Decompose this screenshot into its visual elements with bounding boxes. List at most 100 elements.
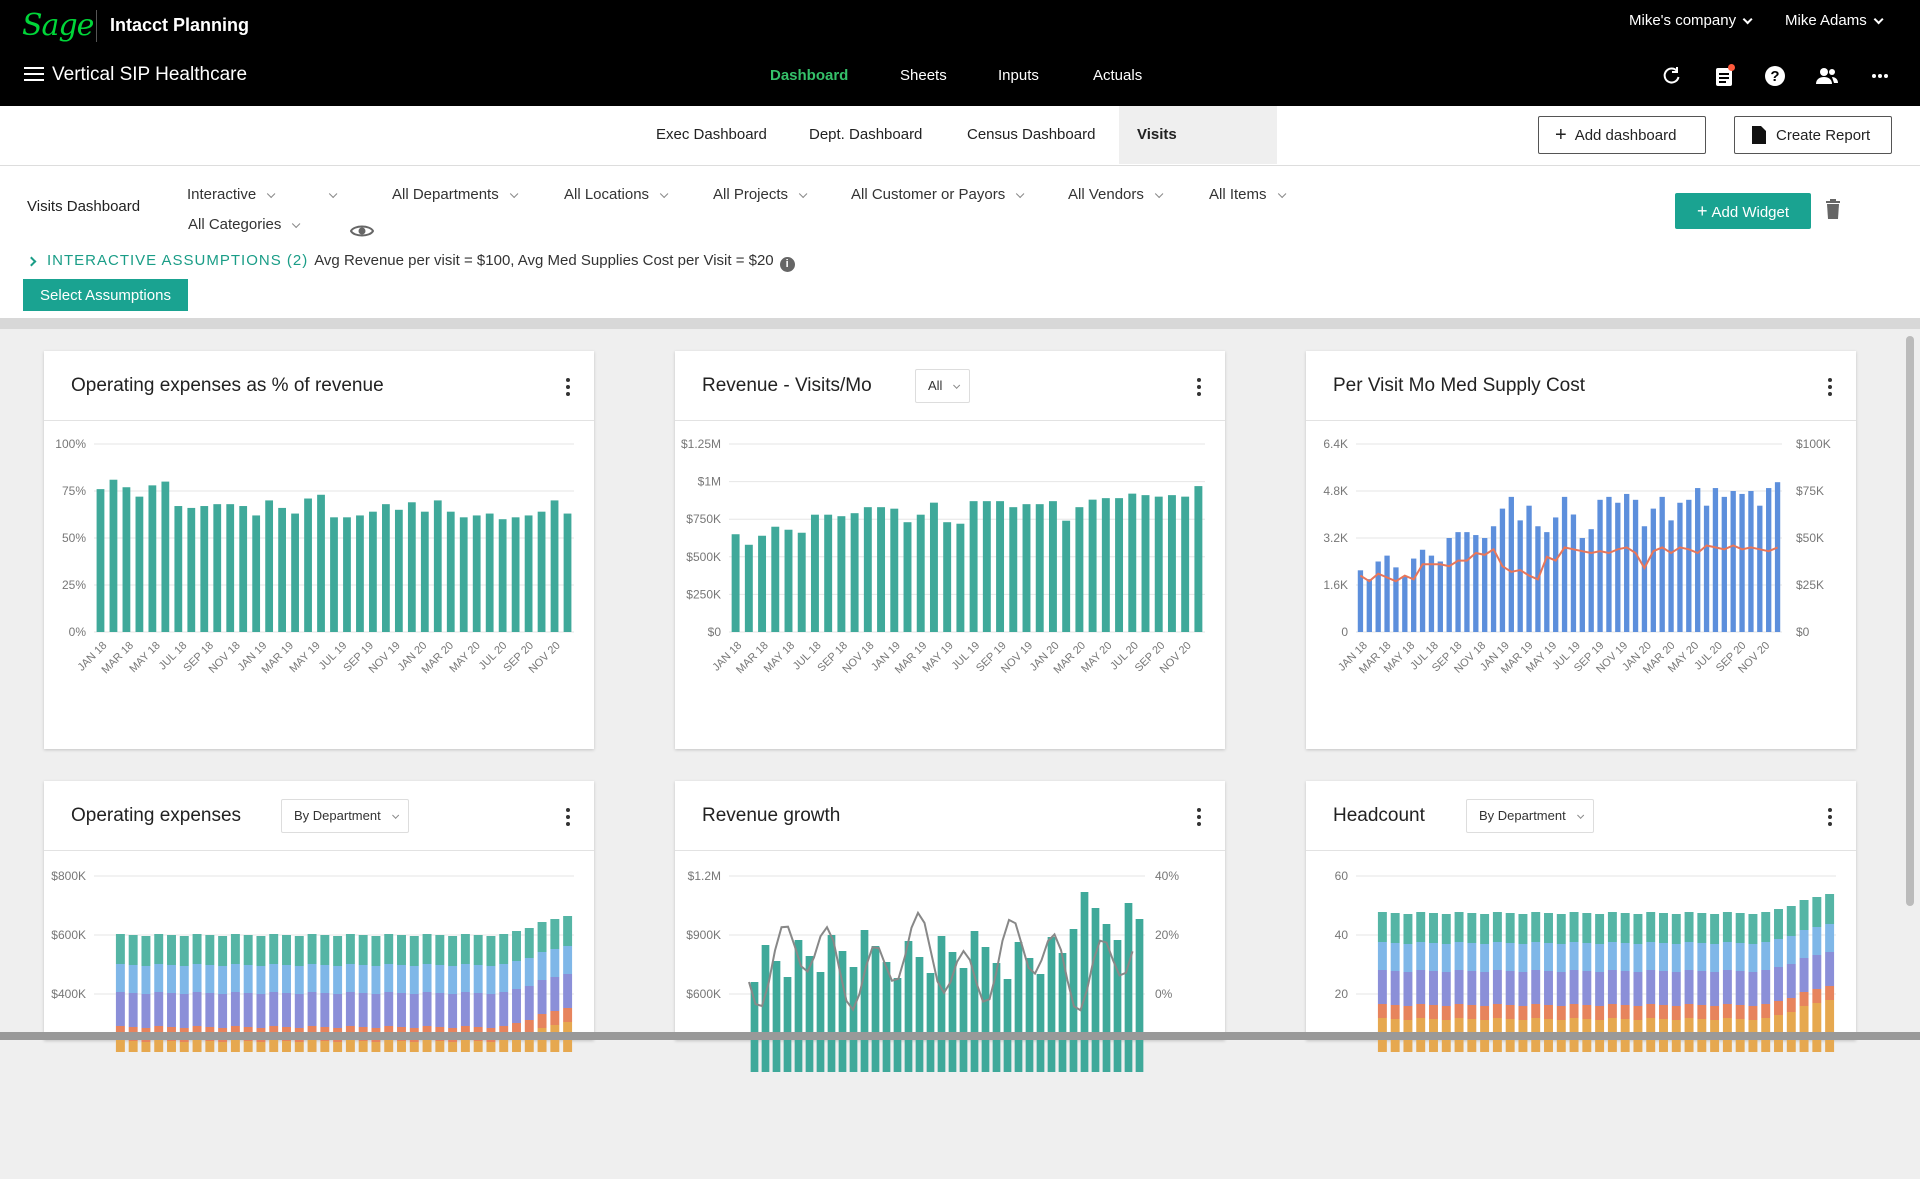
- add-dashboard-button[interactable]: + Add dashboard: [1538, 116, 1706, 154]
- bar-segment: [1429, 1019, 1438, 1027]
- help-icon[interactable]: ?: [1763, 64, 1787, 88]
- bar-segment: [1467, 913, 1477, 943]
- select-assumptions-button[interactable]: Select Assumptions: [23, 279, 188, 311]
- projects-filter[interactable]: All Projects: [713, 186, 808, 203]
- bar-segment: [1786, 964, 1796, 998]
- widget-2-menu[interactable]: [1191, 376, 1207, 398]
- refresh-icon[interactable]: [1660, 64, 1684, 88]
- bar-segment: [1582, 1005, 1592, 1019]
- tab-visits-dashboard[interactable]: Visits Dashboard: [1119, 106, 1277, 201]
- bar-segment: [1569, 912, 1579, 942]
- mode-dropdown[interactable]: Interactive: [187, 186, 276, 203]
- horizontal-scrollbar[interactable]: [0, 1032, 1920, 1040]
- bar-segment: [1825, 986, 1835, 1000]
- bar-segment: [1646, 970, 1656, 1004]
- bar-segment: [397, 965, 406, 993]
- bar-segment: [218, 966, 228, 994]
- nav-inputs[interactable]: Inputs: [998, 67, 1039, 84]
- add-widget-button[interactable]: + Add Widget: [1675, 193, 1811, 229]
- y-tick-label: $1.25M: [681, 437, 721, 451]
- y2-tick-label: 20%: [1155, 928, 1179, 942]
- widget-filter-dropdown[interactable]: By Department: [1466, 799, 1594, 833]
- bar-segment: [1441, 944, 1451, 972]
- bar-segment: [358, 935, 368, 965]
- locations-filter[interactable]: All Locations: [564, 186, 669, 203]
- bar: [1553, 517, 1559, 632]
- widget-3-menu[interactable]: [1822, 376, 1838, 398]
- trash-icon[interactable]: [1825, 199, 1841, 219]
- bar: [838, 951, 847, 1072]
- bar-segment: [256, 1050, 266, 1052]
- departments-filter[interactable]: All Departments: [392, 186, 519, 203]
- create-report-label: Create Report: [1776, 126, 1871, 144]
- bar: [1375, 561, 1381, 632]
- widget-filter-dropdown[interactable]: All: [915, 369, 971, 403]
- bar: [1003, 979, 1012, 1072]
- info-icon[interactable]: i: [779, 257, 795, 272]
- bar: [1357, 570, 1364, 632]
- widget-card: Operating expenses By Department $800K $600…: [44, 781, 594, 1052]
- bar-segment: [1646, 1018, 1656, 1026]
- bar: [1650, 508, 1656, 632]
- bar-segment: [1710, 972, 1720, 1006]
- nav-sheets[interactable]: Sheets: [900, 67, 947, 84]
- customers-filter[interactable]: All Customer or Payors: [851, 186, 1025, 203]
- bar-segment: [397, 1041, 406, 1049]
- bar: [850, 513, 859, 632]
- interactive-assumptions-toggle[interactable]: INTERACTIVE ASSUMPTIONS (2) Avg Revenue p…: [26, 252, 795, 272]
- bar-segment: [269, 1048, 279, 1052]
- bar-segment: [154, 1040, 164, 1048]
- items-filter[interactable]: All Items: [1209, 186, 1286, 203]
- bar-segment: [550, 977, 560, 1011]
- bar: [959, 968, 968, 1072]
- bar-segment: [192, 1048, 202, 1052]
- users-icon[interactable]: [1815, 64, 1839, 88]
- bar-segment: [397, 993, 406, 1027]
- widget-5-menu[interactable]: [1191, 806, 1207, 828]
- create-report-button[interactable]: Create Report: [1734, 116, 1892, 154]
- more-icon[interactable]: [1868, 64, 1892, 88]
- bar-segment: [269, 934, 279, 964]
- bar: [1047, 937, 1056, 1072]
- y-tick-label: 20: [1335, 987, 1349, 1001]
- y-tick-label: $1.2M: [688, 869, 721, 883]
- bar-segment: [345, 934, 355, 964]
- tab-exec-dashboard[interactable]: Exec Dashboard: [656, 126, 767, 143]
- tab-dept-dashboard[interactable]: Dept. Dashboard: [809, 126, 923, 143]
- vertical-scrollbar[interactable]: [1906, 336, 1914, 906]
- eye-icon[interactable]: [350, 219, 374, 243]
- bar-segment: [1710, 1006, 1720, 1020]
- bar-segment: [282, 993, 291, 1027]
- bar-segment: [1492, 1018, 1502, 1026]
- bar-segment: [345, 992, 355, 1026]
- widget-6-menu[interactable]: [1822, 806, 1838, 828]
- widget-1-menu[interactable]: [560, 376, 576, 398]
- bar: [871, 946, 880, 1072]
- nav-actuals[interactable]: Actuals: [1093, 67, 1143, 84]
- bar-segment: [128, 993, 138, 1027]
- y-tick-label: 0%: [69, 625, 87, 639]
- logo-divider: [96, 10, 97, 42]
- bar-segment: [167, 1049, 176, 1052]
- user-menu[interactable]: Mike Adams: [1785, 12, 1884, 29]
- bar-segment: [1825, 894, 1835, 924]
- bar: [1606, 496, 1612, 632]
- bar: [1659, 496, 1665, 632]
- bar-segment: [1531, 1004, 1541, 1018]
- vendors-filter[interactable]: All Vendors: [1068, 186, 1164, 203]
- bar-segment: [1722, 1004, 1732, 1018]
- company-selector[interactable]: Mike's company: [1629, 12, 1753, 29]
- tab-census-dashboard[interactable]: Census Dashboard: [967, 126, 1096, 143]
- categories-filter[interactable]: All Categories: [188, 216, 301, 233]
- bar-segment: [1518, 914, 1528, 944]
- bar-segment: [1480, 944, 1490, 972]
- widget-filter-dropdown[interactable]: By Department: [281, 799, 409, 833]
- blank-dropdown[interactable]: [318, 186, 338, 203]
- widget-4-menu[interactable]: [560, 806, 576, 828]
- clipboard-icon[interactable]: [1712, 64, 1736, 88]
- hamburger-menu-icon[interactable]: [24, 67, 44, 81]
- bar-segment: [282, 1049, 291, 1052]
- bar-segment: [384, 1040, 394, 1048]
- nav-dashboard[interactable]: Dashboard: [770, 67, 849, 84]
